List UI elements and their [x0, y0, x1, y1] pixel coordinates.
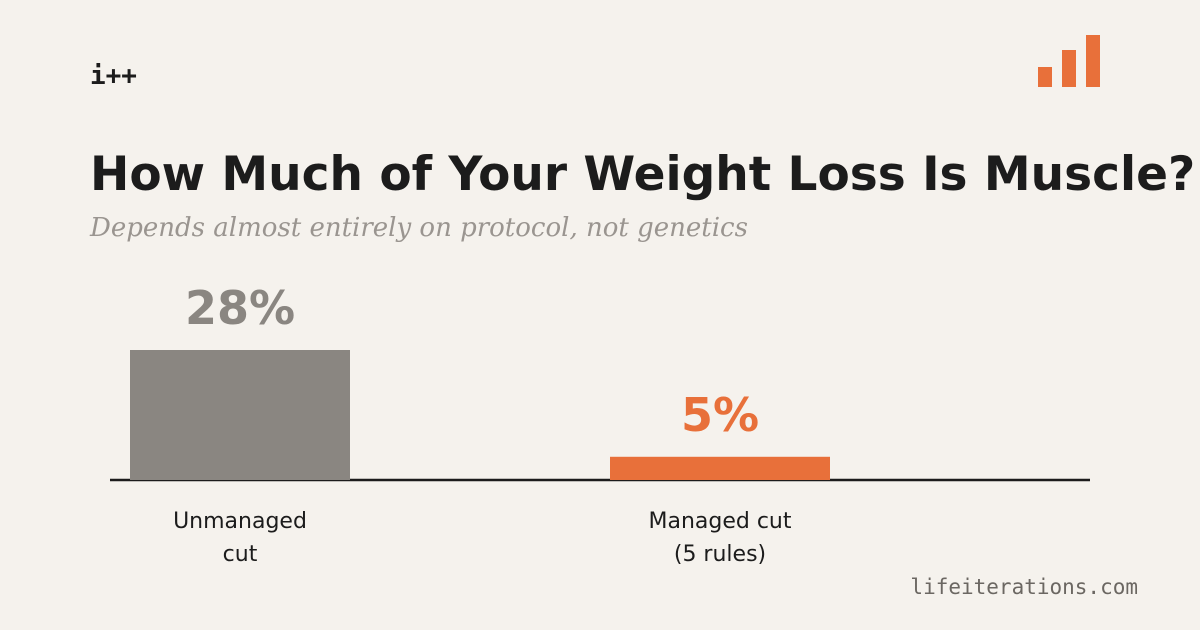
value-label: 5% [681, 388, 759, 442]
brand-icon [1038, 35, 1100, 87]
icon-bar [1086, 35, 1100, 87]
logo: i++ [90, 61, 137, 91]
bar [610, 456, 830, 480]
value-label: 28% [185, 281, 295, 335]
chart-subtitle: Depends almost entirely on protocol, not… [89, 213, 748, 243]
icon-bar [1062, 50, 1076, 87]
icon-bar [1038, 67, 1052, 87]
x-tick-label: Managed cut (5 rules) [648, 509, 792, 567]
x-tick-label: Unmanaged cut [173, 509, 307, 567]
chart-title: How Much of Your Weight Loss Is Muscle? [90, 147, 1195, 202]
source: lifeiterations.com [910, 575, 1138, 599]
bar [130, 350, 350, 480]
